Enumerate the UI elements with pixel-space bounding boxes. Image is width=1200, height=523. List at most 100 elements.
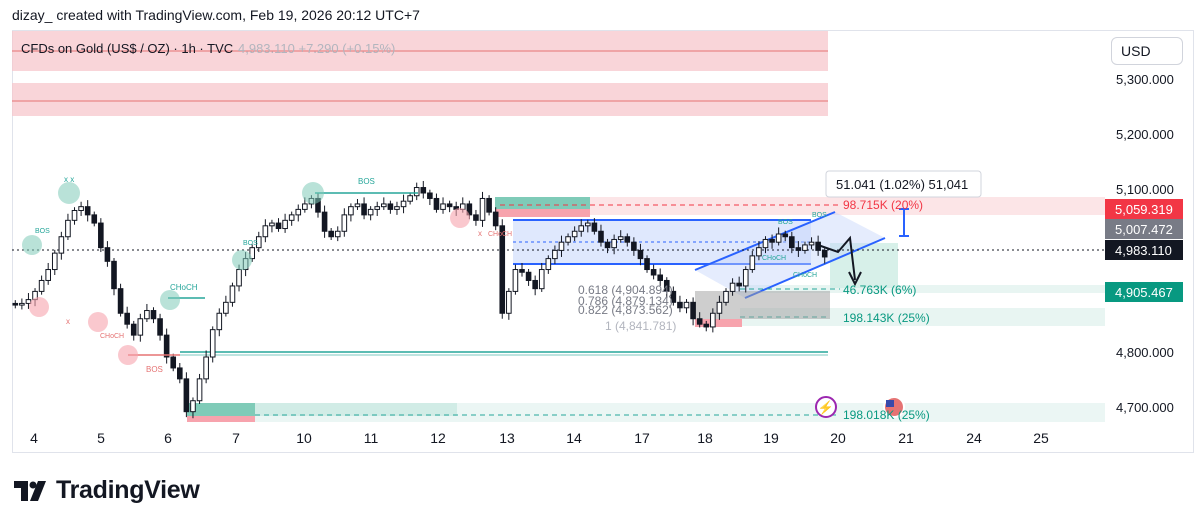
- bos-label-2: BOS: [146, 365, 163, 374]
- candle-body: [802, 244, 808, 251]
- candle-body: [400, 200, 407, 208]
- candle-body: [703, 323, 710, 328]
- y-tick-label: 4,700.000: [1116, 400, 1174, 415]
- candle-body: [12, 302, 19, 306]
- target-bottom-label: 198.018K (25%): [843, 408, 930, 422]
- candle-body: [413, 187, 420, 197]
- tradingview-logo[interactable]: TradingView: [14, 476, 200, 505]
- candle-body: [84, 206, 91, 216]
- candle-body: [795, 247, 802, 251]
- x-tick-label: 21: [898, 430, 914, 446]
- swing-high-marker: [160, 290, 180, 310]
- choch-label: CHoCH: [762, 255, 786, 262]
- swing-marker-label: x x: [64, 175, 74, 184]
- candle-body: [433, 197, 440, 210]
- candle-body: [545, 258, 552, 271]
- candle-body: [762, 238, 769, 249]
- bos-label: BOS: [243, 240, 258, 247]
- candle-body: [670, 290, 677, 303]
- candle-body: [236, 269, 242, 287]
- candle-body: [394, 206, 400, 210]
- time-axis[interactable]: 4 5 6 7 10 11 12 13 14 17 18 19 20 21 24 25: [30, 430, 1049, 446]
- candle-body: [657, 274, 663, 281]
- candle-body: [38, 279, 45, 292]
- candle-body: [407, 195, 413, 202]
- x-tick-label: 7: [232, 430, 240, 446]
- candle-body: [45, 269, 51, 281]
- candle-body: [157, 318, 163, 336]
- candle-body: [111, 260, 117, 290]
- candle-body: [19, 302, 25, 306]
- candle-body: [65, 219, 71, 238]
- candle-body: [552, 249, 558, 260]
- x-tick-label: 4: [30, 430, 38, 446]
- candle-body: [328, 230, 334, 238]
- candle-body: [637, 249, 644, 260]
- candle-body: [716, 301, 723, 314]
- target-low-zone: [740, 308, 1105, 326]
- x-tick-label: 10: [296, 430, 312, 446]
- forecast-arrow: [817, 235, 856, 281]
- candle-body: [604, 241, 611, 249]
- price-badge-green-text: 4,905.467: [1115, 285, 1173, 300]
- fib-label: 0.822 (4,873.562): [578, 303, 673, 317]
- candle-body: [591, 222, 598, 232]
- candle-body: [130, 323, 137, 336]
- candle-body: [420, 187, 427, 194]
- price-badge-last-text: 4,983.110: [1115, 243, 1172, 258]
- legend-symbol: CFDs on Gold (US$ / OZ) · 1h · TVC: [21, 41, 233, 56]
- candle-body: [255, 236, 262, 249]
- candle-body: [354, 203, 361, 208]
- x-tick-label: 20: [830, 430, 846, 446]
- fib-label: 1 (4,841.781): [605, 319, 676, 333]
- choch-label: CHoCH: [488, 231, 512, 238]
- candle-body: [367, 208, 374, 216]
- fib-label: 0.786 (4,879.134): [578, 294, 673, 308]
- candle-body: [71, 209, 78, 221]
- target-up-label: 98.715K (20%): [843, 198, 923, 212]
- candle-body: [275, 222, 282, 230]
- candle-body: [789, 236, 795, 249]
- candle-body: [578, 225, 585, 232]
- swing-high-marker: [302, 182, 324, 204]
- target-up-zone: [500, 197, 1105, 215]
- candle-body: [269, 222, 275, 227]
- candle-body: [446, 203, 453, 208]
- bottom-target-zone: [255, 403, 1105, 422]
- candle-body: [170, 356, 177, 369]
- price-badge-green: [1105, 282, 1183, 302]
- candle-body: [677, 301, 683, 309]
- bos-label-1: BOS: [358, 177, 375, 186]
- candle-body: [756, 247, 762, 257]
- price-badge-last: [1105, 240, 1183, 260]
- price-badge-grey: [1105, 219, 1183, 239]
- lightning-event-icon[interactable]: [815, 396, 837, 418]
- price-badge-red: [1105, 199, 1183, 219]
- candle-body: [341, 214, 348, 232]
- swing-low-marker: [88, 312, 108, 332]
- candle-body: [282, 219, 288, 230]
- measure-tooltip-text: 51.041 (1.02%) 51,041: [836, 177, 968, 192]
- candle-body: [769, 238, 775, 243]
- tradingview-wordmark: TradingView: [56, 476, 200, 504]
- candle-body: [144, 310, 150, 320]
- candle-body: [91, 214, 98, 224]
- currency-selector[interactable]: USD: [1111, 37, 1183, 65]
- candle-body: [631, 241, 637, 251]
- candle-body: [598, 230, 604, 243]
- measure-tooltip: [825, 170, 982, 198]
- candle-body: [381, 203, 387, 208]
- x-tick-label: 13: [499, 430, 515, 446]
- target-mid-zone: [740, 285, 1105, 293]
- candle-body: [538, 269, 545, 290]
- fib-label: 0.618 (4,904.894): [578, 283, 673, 297]
- candle-body: [479, 197, 486, 221]
- candle-body: [736, 282, 742, 287]
- candle-body: [525, 271, 532, 281]
- candle-body: [78, 206, 84, 211]
- x-tick-label: 12: [430, 430, 446, 446]
- x-tick-label: 17: [634, 430, 650, 446]
- candle-body: [611, 238, 617, 249]
- candle-body: [288, 214, 295, 221]
